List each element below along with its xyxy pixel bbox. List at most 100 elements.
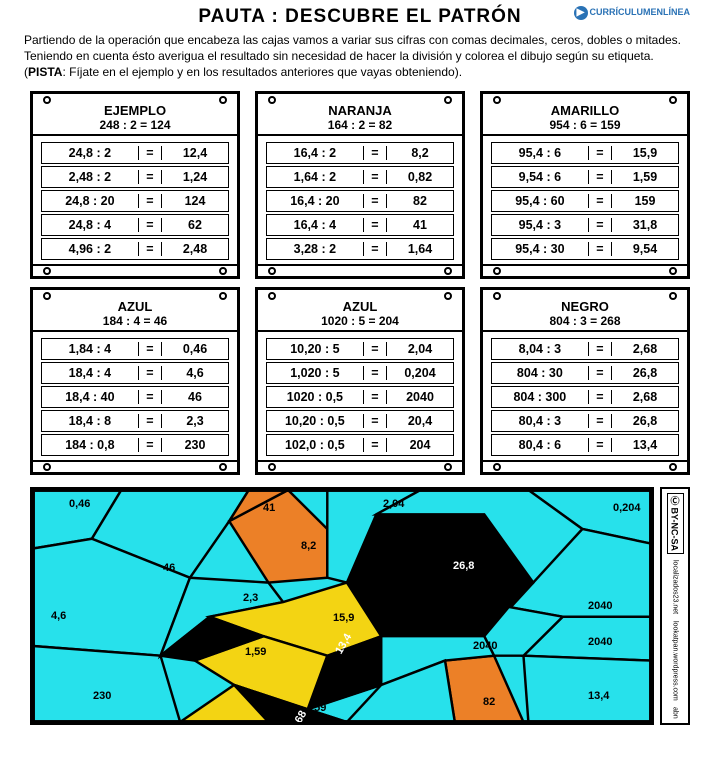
equation-row: 2,48 : 2=1,24 bbox=[41, 166, 229, 188]
equals-icon: = bbox=[589, 342, 611, 356]
crate-label: EJEMPLO bbox=[33, 103, 237, 118]
bolt-icon bbox=[219, 463, 227, 471]
equation-result: 159 bbox=[611, 194, 678, 208]
equation-result: 2,04 bbox=[386, 342, 453, 356]
equals-icon: = bbox=[364, 438, 386, 452]
equation-row: 80,4 : 6=13,4 bbox=[491, 434, 679, 456]
equals-icon: = bbox=[364, 366, 386, 380]
bolt-icon bbox=[219, 292, 227, 300]
picture-label: 8,2 bbox=[301, 540, 316, 552]
equals-icon: = bbox=[364, 342, 386, 356]
crate: NEGRO804 : 3 = 2688,04 : 3=2,68804 : 30=… bbox=[480, 287, 690, 475]
equation-row: 10,20 : 0,5=20,4 bbox=[266, 410, 454, 432]
equation-row: 184 : 0,8=230 bbox=[41, 434, 229, 456]
equation-row: 3,28 : 2=1,64 bbox=[266, 238, 454, 260]
equals-icon: = bbox=[364, 218, 386, 232]
equation-row: 18,4 : 4=4,6 bbox=[41, 362, 229, 384]
equation-left: 16,4 : 4 bbox=[267, 218, 364, 232]
equation-row: 1,020 : 5=0,204 bbox=[266, 362, 454, 384]
picture-label: 2,04 bbox=[383, 498, 404, 510]
crate-header: NARANJA164 : 2 = 82 bbox=[258, 94, 462, 136]
equals-icon: = bbox=[364, 170, 386, 184]
equation-row: 95,4 : 30=9,54 bbox=[491, 238, 679, 260]
crate-body: 24,8 : 2=12,42,48 : 2=1,2424,8 : 20=1242… bbox=[33, 136, 237, 264]
equation-left: 16,4 : 20 bbox=[267, 194, 364, 208]
crate-footer bbox=[258, 460, 462, 472]
crate-body: 95,4 : 6=15,99,54 : 6=1,5995,4 : 60=1599… bbox=[483, 136, 687, 264]
equals-icon: = bbox=[139, 194, 161, 208]
picture-label: 159 bbox=[308, 702, 326, 714]
equation-left: 1,020 : 5 bbox=[267, 366, 364, 380]
equation-result: 26,8 bbox=[611, 366, 678, 380]
equation-row: 102,0 : 0,5=204 bbox=[266, 434, 454, 456]
bolt-icon bbox=[43, 292, 51, 300]
crate-header: AZUL1020 : 5 = 204 bbox=[258, 290, 462, 332]
bolt-icon bbox=[669, 292, 677, 300]
picture-label: 0,46 bbox=[69, 498, 90, 510]
equation-row: 9,54 : 6=1,59 bbox=[491, 166, 679, 188]
equation-result: 204 bbox=[386, 438, 453, 452]
equation-left: 95,4 : 60 bbox=[492, 194, 589, 208]
equation-left: 24,8 : 2 bbox=[42, 146, 139, 160]
picture-label: 4,6 bbox=[51, 610, 66, 622]
equals-icon: = bbox=[139, 342, 161, 356]
bolt-icon bbox=[268, 267, 276, 275]
crate-footer bbox=[258, 264, 462, 276]
bolt-icon bbox=[43, 267, 51, 275]
crate-header: AMARILLO954 : 6 = 159 bbox=[483, 94, 687, 136]
license-badge: Ⓒ BY-NC-SA bbox=[667, 493, 684, 554]
equals-icon: = bbox=[139, 438, 161, 452]
equation-left: 4,96 : 2 bbox=[42, 242, 139, 256]
equals-icon: = bbox=[139, 146, 161, 160]
crate-equation: 184 : 4 = 46 bbox=[33, 314, 237, 328]
equation-row: 1,84 : 4=0,46 bbox=[41, 338, 229, 360]
crate-label: AMARILLO bbox=[483, 103, 687, 118]
crate-grid: EJEMPLO248 : 2 = 12424,8 : 2=12,42,48 : … bbox=[20, 91, 700, 475]
equation-result: 2,3 bbox=[161, 414, 228, 428]
equation-row: 18,4 : 40=46 bbox=[41, 386, 229, 408]
equation-result: 2,48 bbox=[161, 242, 228, 256]
equation-row: 95,4 : 60=159 bbox=[491, 190, 679, 212]
crate-header: EJEMPLO248 : 2 = 124 bbox=[33, 94, 237, 136]
equals-icon: = bbox=[139, 218, 161, 232]
crate: AZUL1020 : 5 = 20410,20 : 5=2,041,020 : … bbox=[255, 287, 465, 475]
crate-body: 8,04 : 3=2,68804 : 30=26,8804 : 300=2,68… bbox=[483, 332, 687, 460]
equation-result: 8,2 bbox=[386, 146, 453, 160]
picture-label: 2040 bbox=[588, 636, 612, 648]
equation-left: 24,8 : 4 bbox=[42, 218, 139, 232]
equation-row: 24,8 : 20=124 bbox=[41, 190, 229, 212]
equation-left: 10,20 : 5 bbox=[267, 342, 364, 356]
crate-label: NARANJA bbox=[258, 103, 462, 118]
crate-footer bbox=[483, 264, 687, 276]
equation-left: 95,4 : 6 bbox=[492, 146, 589, 160]
picture-label: 46 bbox=[163, 562, 175, 574]
equation-result: 13,4 bbox=[611, 438, 678, 452]
equation-row: 16,4 : 2=8,2 bbox=[266, 142, 454, 164]
picture-label: 0,204 bbox=[613, 502, 641, 514]
crate-label: NEGRO bbox=[483, 299, 687, 314]
equation-left: 18,4 : 8 bbox=[42, 414, 139, 428]
crate-body: 10,20 : 5=2,041,020 : 5=0,2041020 : 0,5=… bbox=[258, 332, 462, 460]
crate: AZUL184 : 4 = 461,84 : 4=0,4618,4 : 4=4,… bbox=[30, 287, 240, 475]
equation-row: 95,4 : 3=31,8 bbox=[491, 214, 679, 236]
equation-left: 80,4 : 3 bbox=[492, 414, 589, 428]
equals-icon: = bbox=[589, 242, 611, 256]
equals-icon: = bbox=[139, 366, 161, 380]
equals-icon: = bbox=[589, 414, 611, 428]
picture-label: 1,59 bbox=[245, 646, 266, 658]
bolt-icon bbox=[43, 463, 51, 471]
equals-icon: = bbox=[589, 390, 611, 404]
equals-icon: = bbox=[589, 218, 611, 232]
equals-icon: = bbox=[139, 170, 161, 184]
equation-result: 2,68 bbox=[611, 390, 678, 404]
bolt-icon bbox=[493, 463, 501, 471]
crate-body: 16,4 : 2=8,21,64 : 2=0,8216,4 : 20=8216,… bbox=[258, 136, 462, 264]
crate-footer bbox=[33, 264, 237, 276]
picture-label: 26,8 bbox=[453, 560, 474, 572]
equation-result: 26,8 bbox=[611, 414, 678, 428]
equation-left: 102,0 : 0,5 bbox=[267, 438, 364, 452]
equals-icon: = bbox=[364, 194, 386, 208]
equation-left: 804 : 300 bbox=[492, 390, 589, 404]
equation-left: 18,4 : 40 bbox=[42, 390, 139, 404]
equation-result: 62 bbox=[161, 218, 228, 232]
